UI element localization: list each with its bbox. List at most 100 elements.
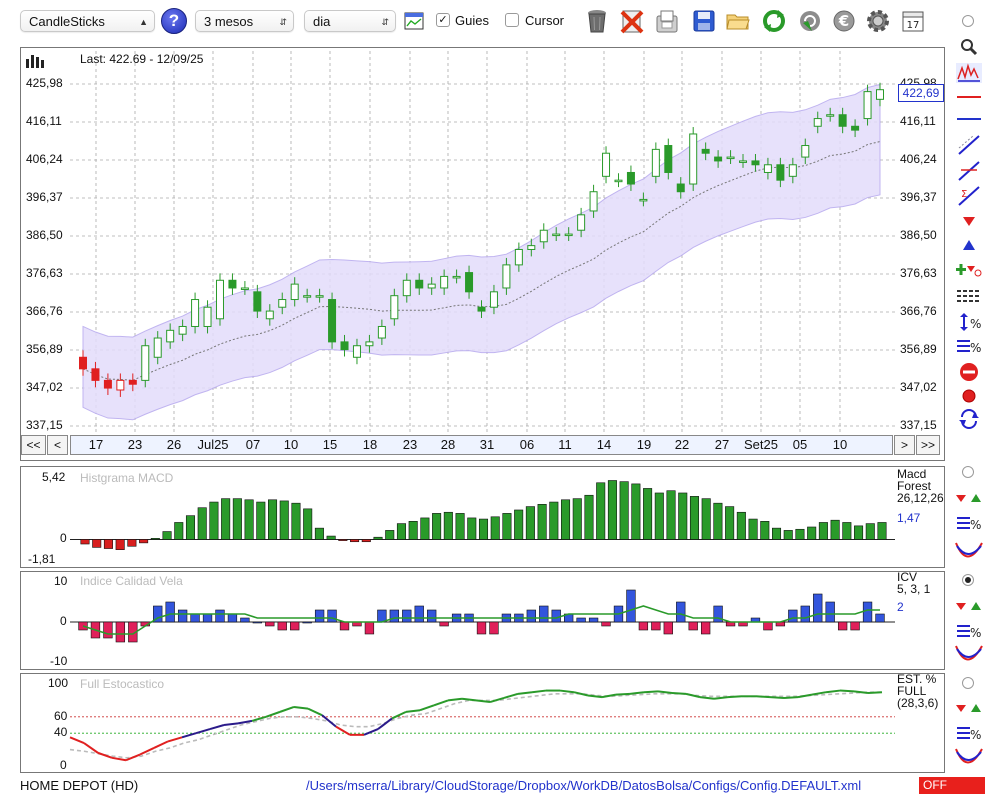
macd-chart[interactable] xyxy=(20,466,945,568)
channel-icon xyxy=(958,161,980,181)
stochastic-line-segment xyxy=(797,693,813,699)
blue-line-button[interactable] xyxy=(954,108,984,130)
trendline-button[interactable] xyxy=(954,134,984,156)
macd-signals-button[interactable] xyxy=(954,487,984,509)
stochastic-line-segment xyxy=(643,690,659,694)
download-icon[interactable] xyxy=(796,6,824,36)
icv-bar xyxy=(427,609,437,623)
icv-bar xyxy=(626,589,636,623)
candle-body xyxy=(838,114,847,127)
stochastic-percent-button[interactable]: % xyxy=(954,722,984,744)
last-page-button[interactable]: >> xyxy=(916,435,940,455)
save-icon[interactable] xyxy=(690,6,718,36)
delete-icon[interactable] xyxy=(618,6,646,36)
price-chart[interactable] xyxy=(20,47,945,461)
candle-body xyxy=(651,148,660,177)
icv-curve-button[interactable] xyxy=(954,643,984,665)
first-page-button[interactable]: << xyxy=(21,435,46,455)
macd-bar xyxy=(455,513,465,540)
scale-percent-button[interactable]: % xyxy=(954,311,984,333)
stochastic-panel-radio[interactable] xyxy=(962,677,974,689)
svg-text:%: % xyxy=(970,518,981,532)
interval-select[interactable]: dia ⇵ xyxy=(304,10,396,32)
x-axis-label: 10 xyxy=(283,437,299,452)
candle-body xyxy=(141,345,150,381)
arrow-up-button[interactable] xyxy=(954,234,984,256)
stochastic-chart[interactable] xyxy=(20,673,945,773)
macd-bar xyxy=(139,539,149,544)
swap-button[interactable] xyxy=(954,408,984,430)
macd-bar xyxy=(525,506,535,540)
icv-panel-radio[interactable] xyxy=(962,574,974,586)
candle-body xyxy=(253,291,262,312)
icv-bar xyxy=(190,613,200,623)
percent-lines-button[interactable]: % xyxy=(954,335,984,357)
stochastic-signals-button[interactable] xyxy=(954,697,984,719)
percent-lines-icon: % xyxy=(957,727,981,742)
candle-body xyxy=(776,164,785,181)
cursor-checkbox[interactable] xyxy=(505,13,519,27)
macd-curve-button[interactable] xyxy=(954,540,984,562)
icv-bar xyxy=(850,621,860,631)
calendar-icon[interactable]: 17 xyxy=(899,6,927,36)
x-axis-label: Jul25 xyxy=(197,437,229,452)
macd-percent-button[interactable]: % xyxy=(954,512,984,534)
arrow-down-button[interactable] xyxy=(954,210,984,232)
arrow-down-icon xyxy=(963,217,975,226)
macd-bar xyxy=(830,519,840,540)
zoom-button[interactable] xyxy=(954,36,984,58)
candle-body xyxy=(552,233,561,237)
status-badge[interactable]: OFF xyxy=(919,777,985,794)
stochastic-curve-button[interactable] xyxy=(954,746,984,768)
euro-icon[interactable]: € xyxy=(830,6,858,36)
macd-panel[interactable] xyxy=(20,466,945,568)
candle-body xyxy=(602,152,611,177)
next-page-button[interactable]: > xyxy=(894,435,915,455)
stochastic-line-segment xyxy=(657,690,673,695)
icv-bar xyxy=(588,617,599,623)
x-axis-label: 07 xyxy=(245,437,261,452)
icv-bar xyxy=(800,605,810,623)
stochastic-line-segment xyxy=(363,728,379,736)
macd-bar xyxy=(783,530,793,540)
signals-button[interactable] xyxy=(954,259,984,281)
stochastic-line-segment xyxy=(237,719,253,725)
x-axis-label: Set25 xyxy=(744,437,778,452)
stop-button[interactable] xyxy=(954,361,984,383)
chart-style-button[interactable] xyxy=(954,62,984,84)
fibonacci-button[interactable]: Σ xyxy=(954,185,984,207)
stochastic-line-segment xyxy=(447,697,463,702)
candle-body xyxy=(676,183,685,193)
stochastic-panel[interactable] xyxy=(20,673,945,773)
icv-percent-button[interactable]: % xyxy=(954,620,984,642)
grid-lines-button[interactable] xyxy=(954,285,984,307)
refresh-icon[interactable] xyxy=(760,6,788,36)
settings-icon[interactable] xyxy=(864,6,892,36)
icv-bar xyxy=(551,609,561,623)
window-icon[interactable] xyxy=(400,6,428,36)
candle-body xyxy=(402,279,411,297)
y-axis-label: 0 xyxy=(60,531,67,546)
time-scrollbar[interactable] xyxy=(70,435,893,455)
icv-chart[interactable] xyxy=(20,571,945,670)
macd-bar xyxy=(326,535,336,540)
macd-panel-radio[interactable] xyxy=(962,466,974,478)
record-button[interactable] xyxy=(954,385,984,407)
macd-bar xyxy=(103,539,113,549)
export-icon[interactable] xyxy=(653,6,681,36)
main-panel-radio[interactable] xyxy=(962,15,974,27)
candle-body xyxy=(514,248,523,266)
trash-icon[interactable] xyxy=(583,6,611,36)
x-axis-label: 23 xyxy=(127,437,143,452)
guides-checkbox[interactable]: ✓ xyxy=(436,13,450,27)
chart-type-select[interactable]: CandleSticks ▲ xyxy=(20,10,155,32)
icv-signals-button[interactable] xyxy=(954,595,984,617)
help-button[interactable]: ? xyxy=(161,8,187,34)
open-folder-icon[interactable] xyxy=(724,6,752,36)
x-axis-label: 28 xyxy=(440,437,456,452)
red-line-button[interactable] xyxy=(954,86,984,108)
channel-button[interactable] xyxy=(954,160,984,182)
period-select[interactable]: 3 mesos ⇵ xyxy=(195,10,294,32)
prev-page-button[interactable]: < xyxy=(47,435,68,455)
config-path-link[interactable]: /Users/mserra/Library/CloudStorage/Dropb… xyxy=(306,778,862,793)
